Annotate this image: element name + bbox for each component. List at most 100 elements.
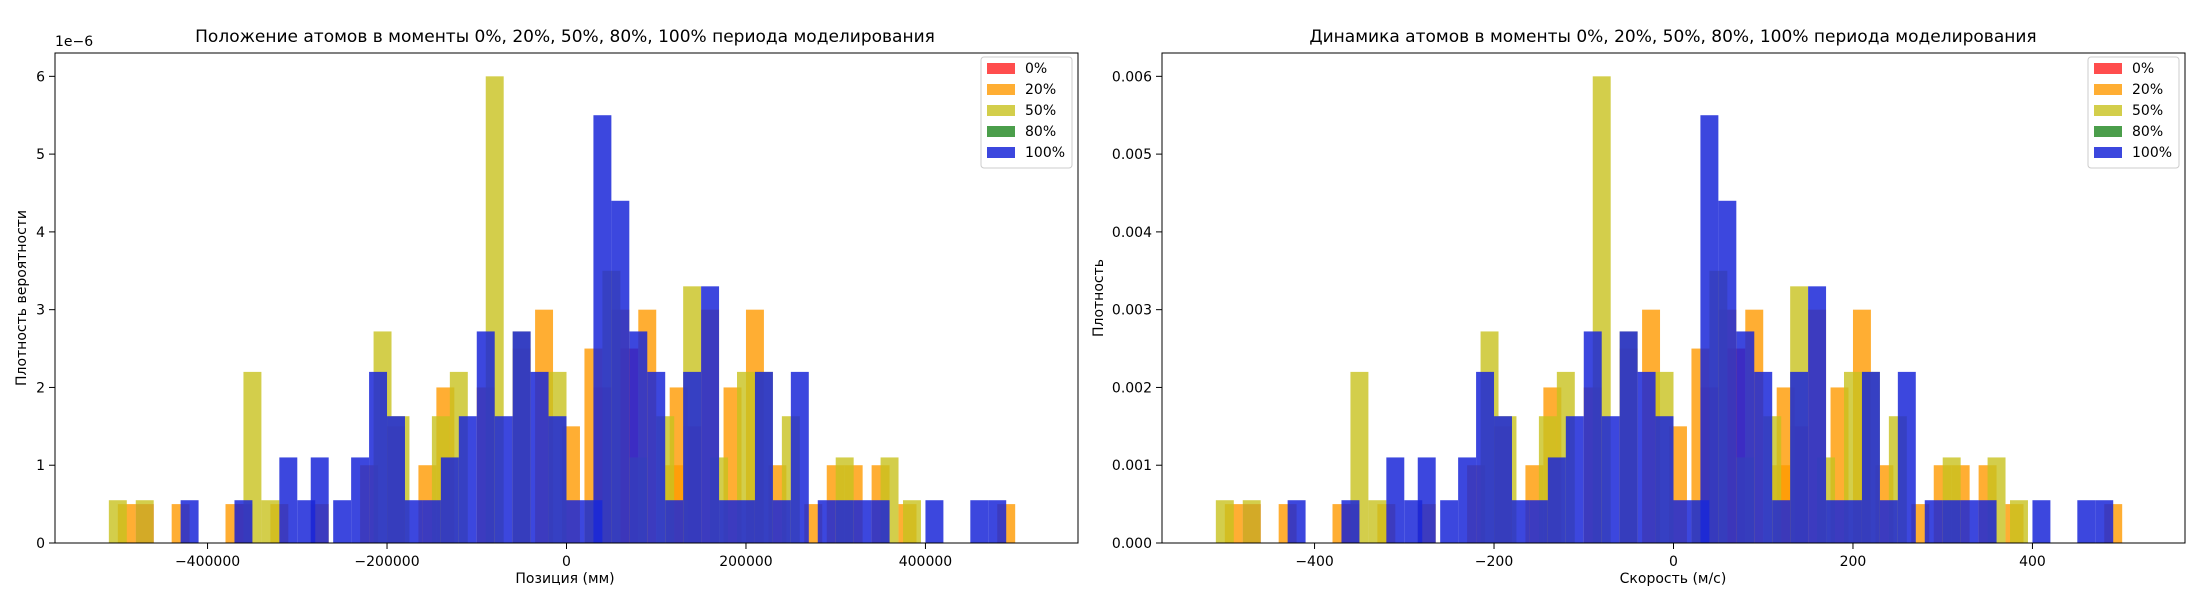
histogram-bar <box>1287 500 1306 543</box>
x-axis-label: Скорость (м/с) <box>1620 571 1727 587</box>
histogram-bar <box>1942 500 1961 543</box>
y-tick-label: 0.001 <box>1112 458 1152 474</box>
histogram-bar <box>988 500 1007 543</box>
legend-entry: 20% <box>2094 82 2163 98</box>
y-tick-label: 0.000 <box>1112 536 1152 552</box>
histogram-bar <box>903 500 921 543</box>
histogram-bar <box>1386 457 1405 543</box>
histogram-bar <box>754 371 773 543</box>
legend: 0% 20% 50% 80% 100% <box>2087 56 2180 169</box>
histogram-bar <box>1583 331 1602 543</box>
legend-swatch <box>2094 84 2122 95</box>
legend-label: 0% <box>1025 61 1047 77</box>
histogram-bar <box>719 500 737 543</box>
x-ticks: −400 −200 0 200 400 <box>1295 543 2046 570</box>
series-4 <box>1287 115 2114 543</box>
legend-label: 0% <box>2132 61 2154 77</box>
x-tick-label: −400 <box>1295 554 1333 570</box>
y-tick-label: 0.006 <box>1112 69 1152 85</box>
legend-entry: 20% <box>987 82 1056 98</box>
legend-entry: 0% <box>2094 61 2154 77</box>
y-axis-label: Плотность <box>1091 259 1107 337</box>
histogram-bar <box>1826 500 1844 543</box>
legend-label: 50% <box>2132 103 2163 119</box>
y-tick-label: 6 <box>36 69 45 85</box>
histogram-bar <box>1844 500 1862 543</box>
legend-entry: 50% <box>987 103 1056 119</box>
histogram-bar <box>1494 416 1512 543</box>
histogram-bar <box>1861 371 1880 543</box>
histogram-bar <box>422 500 441 543</box>
histogram-bar <box>1655 416 1674 543</box>
y-tick-label: 0 <box>36 536 45 552</box>
histogram-bar <box>970 500 989 543</box>
legend-label: 80% <box>1025 124 1056 140</box>
legend-swatch <box>2094 105 2122 116</box>
histogram-bar <box>1417 457 1436 543</box>
y-offset-label: 1e−6 <box>55 34 93 50</box>
legend-swatch <box>987 126 1015 137</box>
histogram-bar <box>310 457 329 543</box>
histogram-bar <box>665 500 684 543</box>
histogram-bar <box>1960 500 1979 543</box>
bars <box>1215 76 2123 543</box>
x-ticks: −400000 −200000 0 200000 400000 <box>175 543 952 570</box>
legend-label: 50% <box>1025 103 1056 119</box>
histogram-bar <box>1754 371 1773 543</box>
histogram-bar <box>135 500 154 543</box>
y-tick-label: 0.005 <box>1112 147 1152 163</box>
histogram-bar <box>1341 500 1360 543</box>
legend-swatch <box>987 84 1015 95</box>
histogram-bar <box>351 457 370 543</box>
histogram-bar <box>2095 500 2114 543</box>
histogram-bar <box>1637 371 1656 543</box>
histogram-bar <box>180 500 199 543</box>
histogram-bar <box>494 416 513 543</box>
histogram-bar <box>835 500 854 543</box>
histogram-bar <box>629 331 648 543</box>
histogram-bar <box>566 500 585 543</box>
histogram-bar <box>1619 331 1638 543</box>
legend-label: 20% <box>2132 82 2163 98</box>
histogram-bar <box>279 457 298 543</box>
histogram-bar <box>1924 500 1943 543</box>
legend-entry: 0% <box>987 61 1047 77</box>
x-tick-label: 0 <box>562 554 571 570</box>
histogram-bar <box>1897 371 1916 543</box>
histogram-bar <box>108 500 127 543</box>
histogram-bar <box>369 371 388 543</box>
legend-label: 100% <box>2132 145 2172 161</box>
histogram-bar <box>772 500 791 543</box>
histogram-bar <box>737 500 755 543</box>
histogram-bar <box>1529 500 1548 543</box>
legend: 0% 20% 50% 80% 100% <box>980 56 1073 169</box>
histogram-bar <box>1215 500 1234 543</box>
histogram-bar <box>1565 416 1584 543</box>
histogram-bar <box>1440 500 1459 543</box>
histogram-bar <box>548 416 567 543</box>
plot-frame <box>1161 52 2186 544</box>
histogram-bar <box>1736 331 1755 543</box>
histogram-bar <box>440 457 459 543</box>
x-tick-label: −200 <box>1475 554 1513 570</box>
x-tick-label: 200 <box>1840 554 1867 570</box>
histogram-bar <box>261 500 280 543</box>
histogram-bar <box>1700 115 1719 543</box>
histogram-bar <box>333 500 352 543</box>
x-tick-label: 200000 <box>719 554 772 570</box>
histogram-bar <box>2077 500 2096 543</box>
y-tick-label: 0.003 <box>1112 303 1152 319</box>
histogram-bar <box>611 200 630 543</box>
histogram-bar <box>647 371 666 543</box>
histogram-bar <box>1879 500 1898 543</box>
histogram-bar <box>1790 371 1809 543</box>
histogram-bar <box>458 416 477 543</box>
legend-swatch <box>987 63 1015 74</box>
x-tick-label: 400000 <box>899 554 952 570</box>
histogram-bar <box>871 500 890 543</box>
legend-swatch <box>987 147 1015 158</box>
bars <box>108 76 1016 543</box>
histogram-bar <box>1511 500 1530 543</box>
histogram-bar <box>683 371 702 543</box>
